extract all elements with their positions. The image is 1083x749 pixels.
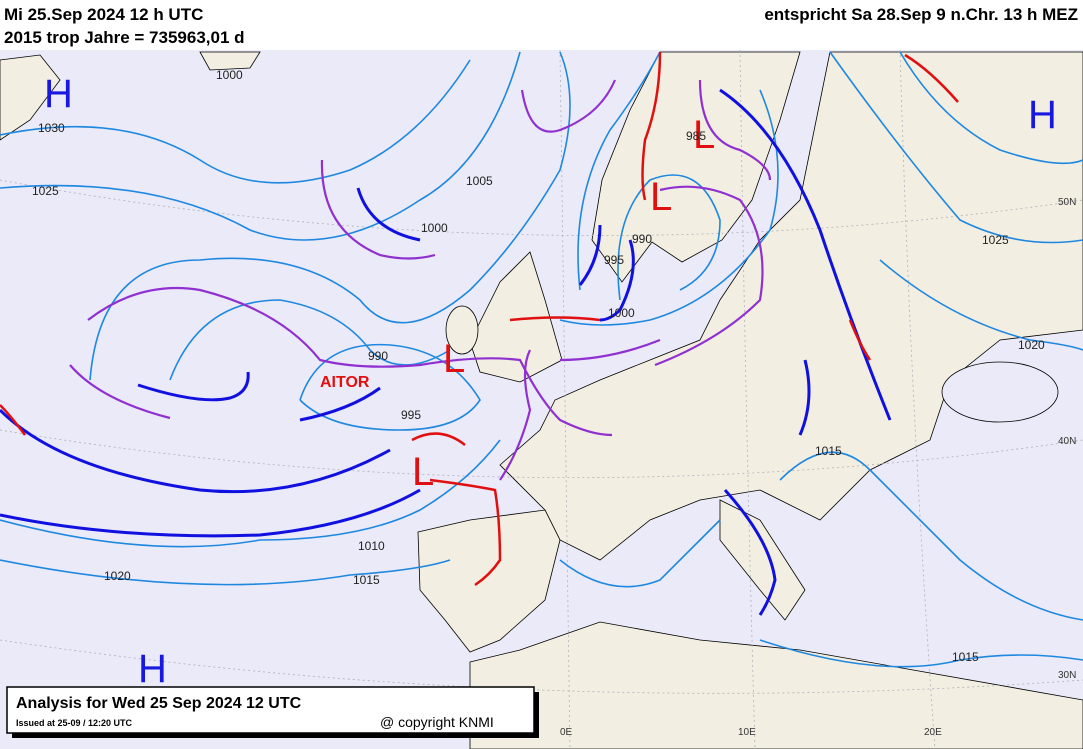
isobar-label: 990 bbox=[632, 232, 652, 246]
storm-name: AITOR bbox=[320, 374, 370, 391]
low-center: L bbox=[693, 113, 715, 157]
isobar-label: 1020 bbox=[104, 569, 131, 583]
longitude-label: 10E bbox=[738, 727, 756, 738]
grid-labels: 50N 40N 30N 0E 10E 20E bbox=[560, 197, 1076, 738]
latitude-label: 50N bbox=[1058, 197, 1076, 208]
pressure-centers: H H H L L L L AITOR bbox=[44, 72, 1057, 691]
box-issued: Issued at 25-09 / 12:20 UTC bbox=[16, 718, 133, 728]
isobar-label: 1010 bbox=[358, 539, 385, 553]
low-center: L bbox=[412, 450, 434, 494]
longitude-label: 20E bbox=[924, 727, 942, 738]
header-trop-years: 2015 trop Jahre = 735963,01 d bbox=[4, 28, 245, 47]
isobar-label: 995 bbox=[604, 253, 624, 267]
isobar-label: 1030 bbox=[38, 121, 65, 135]
high-center: H bbox=[44, 72, 73, 116]
isobar-label: 1015 bbox=[353, 573, 380, 587]
header-date: Mi 25.Sep 2024 12 h UTC bbox=[4, 5, 203, 24]
isobar-label: 1020 bbox=[1018, 338, 1045, 352]
isobar-label: 1025 bbox=[982, 233, 1009, 247]
fronts bbox=[0, 51, 959, 616]
high-center: H bbox=[138, 647, 167, 691]
low-center: L bbox=[443, 337, 465, 381]
isobar-label: 1025 bbox=[32, 184, 59, 198]
longitude-label: 0E bbox=[560, 727, 573, 738]
high-center: H bbox=[1028, 93, 1057, 137]
header: Mi 25.Sep 2024 12 h UTC 2015 trop Jahre … bbox=[4, 5, 1078, 47]
box-title: Analysis for Wed 25 Sep 2024 12 UTC bbox=[16, 695, 302, 712]
isobar-label: 1005 bbox=[466, 174, 493, 188]
isobar-label: 1015 bbox=[952, 650, 979, 664]
low-center: L bbox=[650, 175, 672, 219]
isobars bbox=[0, 51, 1083, 668]
latitude-label: 40N bbox=[1058, 436, 1076, 447]
isobar-labels: 1030 1025 1020 1005 1000 995 990 990 995… bbox=[32, 68, 1045, 664]
isobar-label: 1000 bbox=[421, 221, 448, 235]
isobar-label: 985 bbox=[686, 129, 706, 143]
isobar-label: 1000 bbox=[608, 306, 635, 320]
graticule bbox=[0, 49, 1083, 749]
land bbox=[0, 51, 1083, 749]
info-box: Analysis for Wed 25 Sep 2024 12 UTC Issu… bbox=[6, 686, 539, 738]
box bbox=[6, 686, 535, 734]
isobar-label: 1000 bbox=[216, 68, 243, 82]
box-copyright: @ copyright KNMI bbox=[380, 714, 494, 730]
latitude-label: 30N bbox=[1058, 670, 1076, 681]
isobar-label: 1015 bbox=[815, 444, 842, 458]
header-equivalent: entspricht Sa 28.Sep 9 n.Chr. 13 h MEZ bbox=[764, 5, 1078, 24]
isobar-label: 995 bbox=[401, 408, 421, 422]
isobar-label: 990 bbox=[368, 349, 388, 363]
